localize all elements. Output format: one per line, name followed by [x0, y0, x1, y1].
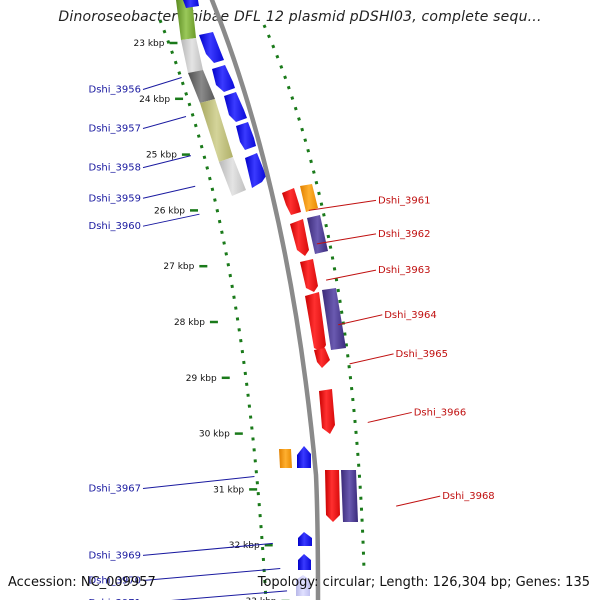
gene-label-leader [142, 568, 281, 582]
gene-label-dshi-3966[interactable]: Dshi_3966 [414, 407, 466, 418]
tick-label: 33 kbp [246, 597, 277, 600]
gene-label-leader [142, 155, 192, 169]
cog-band-dark [188, 70, 215, 103]
tick-label: 28 kbp [174, 318, 205, 328]
reverse-gene-cluster [279, 184, 358, 522]
cog-band-gray-2 [219, 157, 246, 196]
gene-label-dshi-3957[interactable]: Dshi_3957 [89, 124, 141, 135]
gene-label-leader [396, 495, 441, 507]
gene-label-leader [142, 116, 187, 130]
gene-arrow [199, 32, 224, 63]
gene-purple [341, 470, 358, 522]
cog-band-strip [176, 0, 246, 196]
gene-label-dshi-3969[interactable]: Dshi_3969 [89, 550, 141, 561]
gene-label-leader [142, 77, 182, 90]
gene-arrow [183, 0, 199, 8]
gene-arrow [224, 92, 247, 122]
gene-arrow [298, 532, 312, 546]
gene-label-dshi-3970[interactable]: Dshi_3970 [89, 576, 141, 587]
gene-labels-right: Dshi_3961 Dshi_3962 Dshi_3963 Dshi_3964 Dshi… [308, 195, 495, 507]
gene-label-dshi-3964[interactable]: Dshi_3964 [384, 310, 436, 321]
gene-label-dshi-3971[interactable]: Dshi_3971 [89, 598, 141, 600]
cog-band-green [176, 0, 196, 40]
gene-label-leader [142, 213, 200, 227]
gene-arrow [236, 122, 256, 150]
gene-red-arrow [305, 292, 326, 352]
tick-label: 24 kbp [139, 95, 170, 105]
tick-label: 31 kbp [213, 485, 244, 495]
gene-orange [300, 184, 318, 212]
gene-label-dshi-3968[interactable]: Dshi_3968 [442, 491, 494, 502]
tick-label: 27 kbp [163, 262, 194, 272]
tick-label: 25 kbp [146, 151, 177, 161]
accession-label: Accession: NC_009957 [8, 575, 156, 590]
tick-label: 26 kbp [154, 206, 185, 216]
gene-label-dshi-3962[interactable]: Dshi_3962 [378, 229, 430, 240]
cog-band-olive [200, 99, 233, 162]
gene-label-dshi-3963[interactable]: Dshi_3963 [378, 265, 430, 276]
gene-red-arrow [314, 348, 330, 368]
tick-label: 29 kbp [186, 374, 217, 384]
gene-arrow [297, 446, 311, 468]
outer-dotted-circle [262, 24, 366, 571]
gene-red-arrow [319, 389, 335, 434]
gene-label-leader [171, 590, 288, 600]
gene-red-arrow [282, 188, 301, 215]
gene-red-arrow [300, 259, 318, 292]
gene-label-leader [142, 542, 273, 556]
gene-label-leader [367, 411, 412, 423]
gene-label-leader [349, 353, 394, 365]
cog-band-gray-1 [181, 38, 203, 73]
forward-gene-cluster-top [183, 0, 266, 188]
gene-label-leader [326, 269, 377, 281]
gene-label-dshi-3958[interactable]: Dshi_3958 [89, 163, 141, 174]
tick-label: 30 kbp [199, 430, 230, 440]
gene-orange [279, 449, 292, 468]
gene-label-leader [338, 314, 383, 326]
gene-red-arrow [290, 219, 309, 256]
gene-label-leader [316, 233, 377, 245]
gene-label-leader [142, 475, 255, 489]
backbone-arc [209, 0, 321, 600]
gene-label-leader [308, 199, 377, 211]
forward-gene-cluster-bottom [296, 446, 312, 596]
gene-label-dshi-3965[interactable]: Dshi_3965 [396, 349, 448, 360]
gene-label-leader [142, 185, 196, 199]
gene-label-dshi-3961[interactable]: Dshi_3961 [378, 195, 430, 206]
gene-purple [307, 215, 328, 254]
topology-summary: Topology: circular; Length: 126,304 bp; … [257, 575, 590, 590]
gene-label-dshi-3956[interactable]: Dshi_3956 [89, 84, 141, 95]
gene-label-dshi-3967[interactable]: Dshi_3967 [89, 483, 141, 494]
gene-arrow [298, 554, 311, 570]
gene-purple [322, 288, 346, 350]
gene-arrow [245, 153, 266, 188]
gene-arrow [212, 65, 235, 92]
gene-label-dshi-3959[interactable]: Dshi_3959 [89, 193, 141, 204]
gene-labels-left: Dshi_3956 Dshi_3957 Dshi_3958 Dshi_3959 Dshi… [89, 77, 288, 600]
gene-label-dshi-3960[interactable]: Dshi_3960 [89, 221, 141, 232]
tick-label: 23 kbp [134, 39, 165, 49]
gene-arrow [296, 575, 310, 596]
inner-dotted-circle [158, 19, 268, 600]
gene-red-arrow [325, 470, 340, 522]
